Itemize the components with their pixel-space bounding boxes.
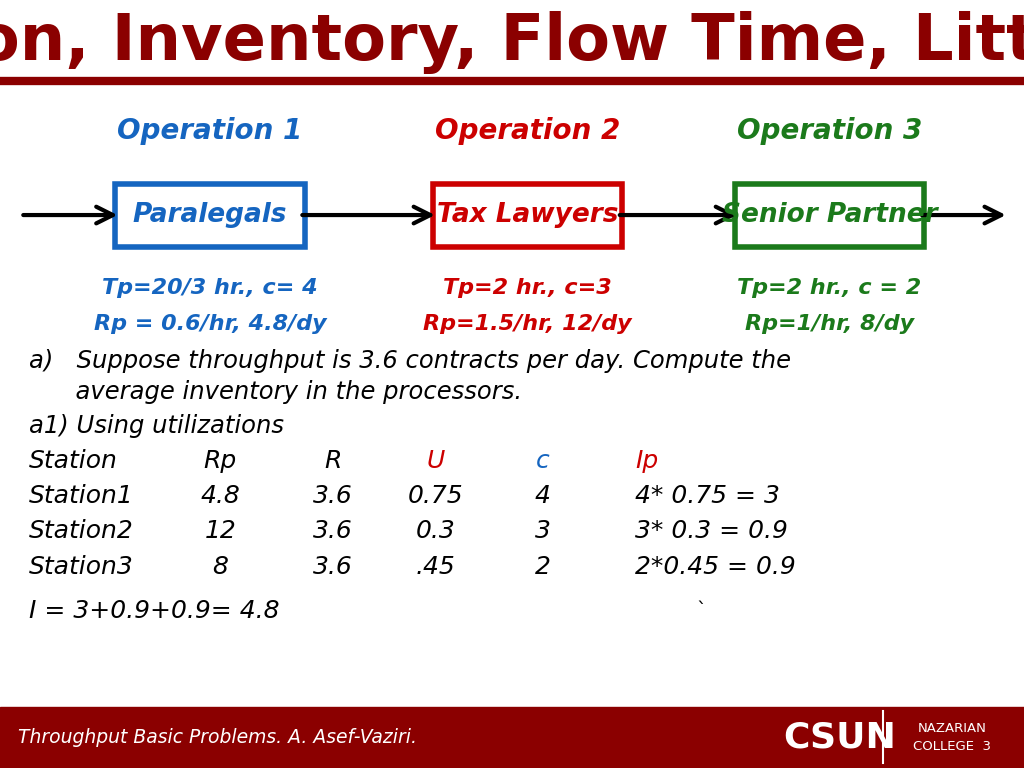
Text: 3.6: 3.6 xyxy=(313,519,352,544)
Text: 3: 3 xyxy=(535,519,551,544)
Text: 4.8: 4.8 xyxy=(201,484,240,508)
Text: NAZARIAN
COLLEGE  3: NAZARIAN COLLEGE 3 xyxy=(913,722,991,753)
Text: R: R xyxy=(325,449,341,473)
Text: Operation 1: Operation 1 xyxy=(118,117,302,144)
FancyBboxPatch shape xyxy=(735,184,925,247)
Text: 2: 2 xyxy=(535,554,551,579)
Text: 2*0.45 = 0.9: 2*0.45 = 0.9 xyxy=(635,554,796,579)
Text: Paralegals: Paralegals xyxy=(133,202,287,228)
Text: 3* 0.3 = 0.9: 3* 0.3 = 0.9 xyxy=(635,519,787,544)
Text: c: c xyxy=(536,449,550,473)
Text: Station: Station xyxy=(29,449,118,473)
Text: I = 3+0.9+0.9= 4.8: I = 3+0.9+0.9= 4.8 xyxy=(29,598,280,623)
Text: Rp=1/hr, 8/dy: Rp=1/hr, 8/dy xyxy=(744,314,914,334)
Text: CSUN: CSUN xyxy=(783,720,896,754)
FancyBboxPatch shape xyxy=(432,184,622,247)
Text: 3.6: 3.6 xyxy=(313,554,352,579)
Text: 8: 8 xyxy=(212,554,228,579)
Text: 12: 12 xyxy=(204,519,237,544)
Text: U: U xyxy=(426,449,444,473)
Text: average inventory in the processors.: average inventory in the processors. xyxy=(29,379,522,404)
Text: 3.6: 3.6 xyxy=(313,484,352,508)
Text: Tax Lawyers: Tax Lawyers xyxy=(436,202,618,228)
Text: Operation 3: Operation 3 xyxy=(737,117,922,144)
Text: .45: .45 xyxy=(416,554,455,579)
Text: Rp: Rp xyxy=(204,449,237,473)
Text: Senior Partner: Senior Partner xyxy=(722,202,937,228)
Text: 4: 4 xyxy=(535,484,551,508)
Text: a)   Suppose throughput is 3.6 contracts per day. Compute the: a) Suppose throughput is 3.6 contracts p… xyxy=(29,349,791,373)
Text: Utilization, Inventory, Flow Time, Little’s Law: Utilization, Inventory, Flow Time, Littl… xyxy=(0,11,1024,74)
Text: 0.3: 0.3 xyxy=(416,519,455,544)
Text: Tp=2 hr., c=3: Tp=2 hr., c=3 xyxy=(443,278,611,298)
Text: Ip: Ip xyxy=(635,449,658,473)
Text: Station1: Station1 xyxy=(29,484,133,508)
Text: `: ` xyxy=(696,601,707,620)
Text: Tp=20/3 hr., c= 4: Tp=20/3 hr., c= 4 xyxy=(102,278,317,298)
FancyBboxPatch shape xyxy=(115,184,305,247)
Text: Tp=2 hr., c = 2: Tp=2 hr., c = 2 xyxy=(737,278,922,298)
Bar xyxy=(0,707,1024,768)
Text: Operation 2: Operation 2 xyxy=(435,117,620,144)
Text: a1) Using utilizations: a1) Using utilizations xyxy=(29,414,284,439)
Text: Station3: Station3 xyxy=(29,554,133,579)
Text: 0.75: 0.75 xyxy=(408,484,463,508)
Text: 4* 0.75 = 3: 4* 0.75 = 3 xyxy=(635,484,779,508)
Text: Rp=1.5/hr, 12/dy: Rp=1.5/hr, 12/dy xyxy=(423,314,632,334)
Text: Station2: Station2 xyxy=(29,519,133,544)
Text: Rp = 0.6/hr, 4.8/dy: Rp = 0.6/hr, 4.8/dy xyxy=(93,314,327,334)
Text: Throughput Basic Problems. A. Asef-Vaziri.: Throughput Basic Problems. A. Asef-Vazir… xyxy=(18,728,418,746)
